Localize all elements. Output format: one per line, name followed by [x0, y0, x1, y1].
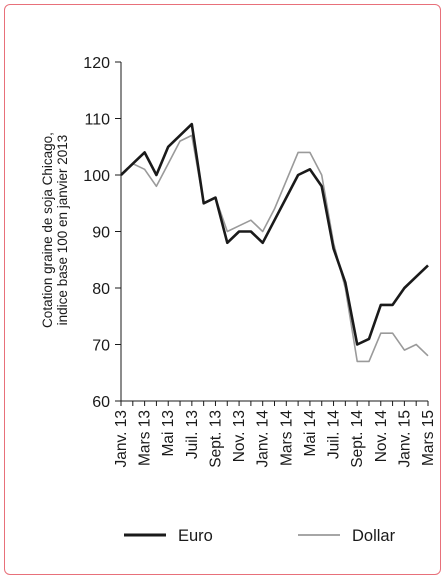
- y-tick-label: 90: [92, 225, 110, 242]
- chart-frame: [4, 4, 441, 575]
- legend-label-euro: Euro: [178, 527, 213, 545]
- y-tick-label: 70: [92, 338, 110, 355]
- legend-label-dollar: Dollar: [352, 527, 396, 545]
- y-tick-label: 120: [83, 55, 110, 72]
- x-tick-label: Mars 13: [137, 410, 154, 466]
- axes: 60 70 80 90 100 110 120 Janv. 13 Mars 13 Mai 13 Ju…: [83, 55, 437, 468]
- y-axis-label-line-1: Cotation graine de soja Chicago,: [40, 132, 55, 328]
- x-tick-label: Mars 14: [278, 410, 295, 466]
- x-tick-label: Mai 14: [302, 410, 319, 457]
- x-tick-label: Sept. 13: [207, 410, 224, 468]
- x-tick-label: Janv. 15: [396, 410, 413, 467]
- y-tick-label: 60: [92, 394, 110, 411]
- series-line-dollar: [120, 134, 429, 363]
- x-tick-label: Juil. 14: [326, 410, 343, 459]
- y-axis-label-line-2: indice base 100 en janvier 2013: [55, 135, 70, 326]
- y-tick-label: 100: [83, 168, 110, 185]
- x-tick-label: Janv. 14: [255, 410, 272, 468]
- x-tick-label: Nov. 14: [373, 410, 390, 463]
- x-tick-label: Juil. 13: [184, 410, 201, 459]
- x-tick-label: Sept. 14: [349, 410, 366, 468]
- x-tick-label: Mai 13: [160, 410, 177, 457]
- x-tick-label: Mars 15: [420, 410, 437, 466]
- x-tick-label: Nov. 13: [231, 410, 248, 462]
- series-layer: [120, 122, 429, 363]
- legend: Euro Dollar: [124, 527, 396, 545]
- series-line-euro: [120, 122, 429, 346]
- x-tick-label: Janv. 13: [113, 410, 130, 467]
- y-axis-label: Cotation graine de soja Chicago, indice …: [40, 132, 70, 328]
- y-tick-label: 110: [84, 112, 110, 129]
- y-tick-label: 80: [92, 281, 110, 298]
